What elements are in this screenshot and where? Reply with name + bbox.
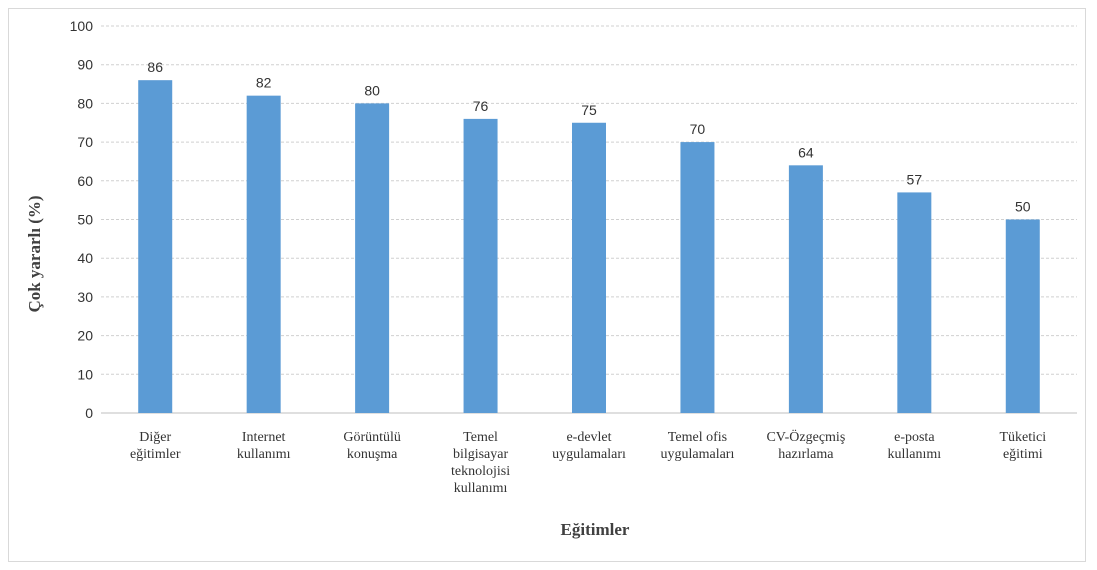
x-tick-label: e-devlet uygulamaları [552, 430, 626, 462]
bar [788, 165, 823, 413]
x-tick-label: Internet kullanımı [237, 430, 291, 462]
bar [355, 103, 390, 414]
y-axis-title: Çok yararlı (%) [25, 195, 44, 312]
y-tick-label: 90 [77, 57, 93, 73]
bar [463, 118, 498, 413]
y-tick-label: 40 [77, 250, 93, 266]
y-tick-label: 100 [70, 18, 94, 34]
data-label: 76 [473, 98, 489, 114]
data-label: 86 [147, 59, 163, 75]
y-tick-label: 10 [77, 366, 93, 382]
x-tick-label: e-posta kullanımı [887, 430, 941, 462]
chart-frame: 0 10 20 30 40 50 60 70 80 90 100 86 82 80 76 75 70 64 57 5… [8, 8, 1086, 562]
y-tick-label: 70 [77, 134, 93, 150]
bar [138, 80, 173, 414]
data-label: 80 [364, 82, 380, 98]
x-axis-title: Eğitimler [561, 520, 630, 539]
y-axis-ticks: 0 10 20 30 40 50 60 70 80 90 100 [70, 18, 94, 421]
y-tick-label: 60 [77, 173, 93, 189]
data-label: 82 [256, 75, 272, 91]
data-label: 64 [798, 144, 814, 160]
data-label: 57 [907, 171, 923, 187]
y-tick-label: 20 [77, 328, 93, 344]
y-tick-label: 0 [85, 405, 93, 421]
x-tick-label: Tüketici eğitimi [999, 430, 1046, 462]
bar [246, 95, 281, 413]
bar [897, 192, 932, 413]
data-label: 70 [690, 121, 706, 137]
x-axis-categories: Diğer eğitimler Internet kullanımı Görüntülü… [130, 428, 1046, 496]
bar-chart: 0 10 20 30 40 50 60 70 80 90 100 86 82 80 76 75 70 64 57 5… [25, 18, 1077, 539]
x-tick-label: Temel ofis uygulamaları [661, 430, 735, 462]
x-tick-label: Temel bilgisayar teknolojisi kullanımı [451, 430, 510, 496]
x-tick-label: Görüntülü konuşma [343, 430, 401, 462]
bar [680, 142, 715, 413]
x-tick-label: CV-Özgeçmiş hazırlama [766, 428, 845, 462]
x-tick-label: Diğer eğitimler [130, 430, 181, 462]
data-label: 50 [1015, 199, 1031, 215]
bar [572, 122, 606, 413]
y-tick-label: 50 [77, 212, 93, 228]
bar [1005, 219, 1040, 413]
data-label: 75 [581, 102, 597, 118]
bars [138, 80, 1040, 414]
y-tick-label: 80 [77, 95, 93, 111]
y-tick-label: 30 [77, 289, 93, 305]
data-labels: 86 82 80 76 75 70 64 57 50 [147, 59, 1030, 214]
